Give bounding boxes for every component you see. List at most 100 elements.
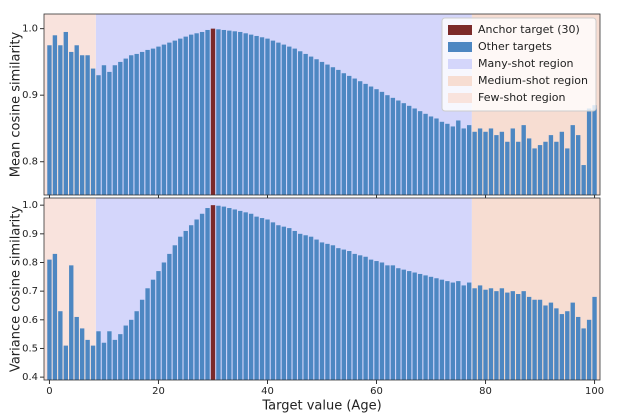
bar [374,89,379,195]
bar [183,230,188,380]
bar [134,53,139,195]
bar [254,35,259,195]
bar [532,148,537,195]
bar [385,95,390,195]
bar [150,48,156,195]
bar [445,281,450,380]
bar [570,125,575,195]
bar [270,40,276,195]
bar [554,308,559,380]
bar [210,205,216,380]
bar [107,71,112,195]
bar [259,37,265,195]
legend-swatch [448,93,472,103]
bar [445,123,450,195]
bar [483,131,488,195]
bar [510,128,515,195]
bar [188,225,194,380]
bar [330,245,336,380]
y-tick-label: 0.9 [22,90,38,101]
bar [505,292,510,380]
bar [248,34,254,195]
bar [243,33,248,195]
bar [112,65,118,195]
bar [58,45,63,195]
bar [194,219,199,380]
bar [129,55,134,195]
bar [314,59,319,195]
bar [407,271,412,380]
bar [526,296,532,380]
y-tick-label: 0.7 [22,286,38,297]
y-tick-label: 1.0 [22,200,38,211]
bar [276,225,281,380]
bar [347,251,352,380]
bar [407,105,412,195]
bar [145,288,150,380]
bar [423,275,428,380]
bar [139,299,145,380]
bar [439,121,445,195]
bar [96,75,101,195]
bar [412,272,417,380]
bar [505,141,510,195]
bar [548,135,554,195]
bar [357,255,363,380]
bar [543,305,548,380]
bar [319,242,325,380]
bar [347,75,352,195]
bar [259,218,265,380]
bar [69,51,74,195]
x-tick-label: 0 [46,386,52,397]
bar [516,294,521,380]
bar [423,113,428,195]
bar [63,31,68,195]
bar [570,302,575,380]
y-tick-label: 0.6 [22,315,38,326]
bar [526,138,532,195]
y-tick-label: 0.8 [22,257,38,268]
bar [238,31,243,195]
bar [379,91,385,195]
bar [456,281,461,380]
bar [52,35,58,195]
bar [488,128,494,195]
bar [85,339,90,380]
bar [243,212,248,380]
y-axis-label: Mean cosine similarity [9,32,24,178]
y-tick-label: 0.4 [22,372,38,383]
bar [74,316,79,380]
bar [586,319,592,380]
bar [374,261,379,380]
bar [336,248,341,380]
bar [167,42,172,195]
bar [581,328,586,380]
bar [357,81,363,195]
bar [428,276,434,380]
bar [516,141,521,195]
plot-frame [43,13,601,196]
bar [74,45,79,195]
bar [434,118,439,195]
bar [466,282,472,380]
bar [592,296,597,380]
bar [47,45,52,195]
bar [308,236,314,380]
bar [52,253,58,380]
bar [156,271,161,380]
bar [537,299,543,380]
x-tick-label: 40 [261,386,274,397]
bar [276,42,281,195]
bar [363,83,368,195]
bar [483,289,488,380]
bar [227,30,232,195]
bar [58,311,63,380]
y-tick-label: 0.5 [22,343,38,354]
bar [265,38,270,195]
bar [434,278,439,380]
bar [477,128,483,195]
bar [450,126,456,195]
bar [477,285,483,380]
bar [47,259,52,380]
